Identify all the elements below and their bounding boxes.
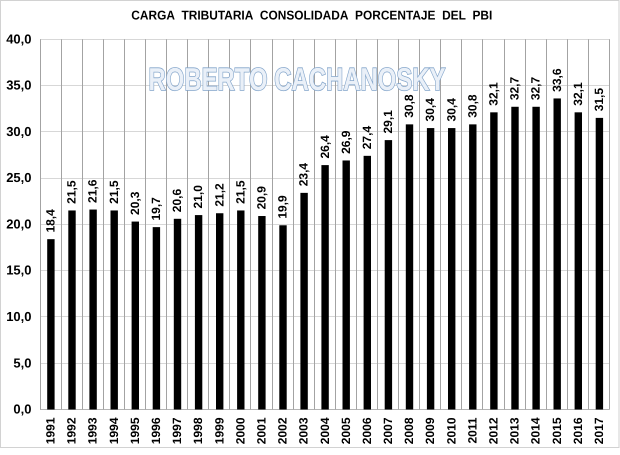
svg-text:2007: 2007 xyxy=(381,417,395,444)
svg-text:1997: 1997 xyxy=(170,417,184,444)
svg-text:1995: 1995 xyxy=(128,417,142,444)
svg-text:21,5: 21,5 xyxy=(107,180,121,204)
svg-text:2003: 2003 xyxy=(297,417,311,444)
svg-text:30,8: 30,8 xyxy=(402,94,416,118)
svg-text:2016: 2016 xyxy=(571,417,585,444)
svg-text:1991: 1991 xyxy=(44,417,58,444)
svg-text:1994: 1994 xyxy=(107,417,121,444)
svg-text:30,8: 30,8 xyxy=(465,94,479,118)
svg-text:26,4: 26,4 xyxy=(318,135,332,159)
svg-text:ROBERTO CACHANOSKY: ROBERTO CACHANOSKY xyxy=(149,62,446,98)
svg-text:5,0: 5,0 xyxy=(13,355,31,370)
svg-text:2001: 2001 xyxy=(254,417,268,444)
svg-text:2010: 2010 xyxy=(444,417,458,444)
svg-text:32,7: 32,7 xyxy=(529,76,543,100)
svg-text:2011: 2011 xyxy=(465,417,479,443)
svg-text:20,3: 20,3 xyxy=(128,191,142,215)
svg-text:2000: 2000 xyxy=(233,417,247,444)
svg-text:1992: 1992 xyxy=(65,417,79,444)
svg-text:21,0: 21,0 xyxy=(191,185,205,209)
svg-text:2012: 2012 xyxy=(486,417,500,444)
svg-text:1999: 1999 xyxy=(212,417,226,444)
svg-text:20,9: 20,9 xyxy=(254,186,268,210)
svg-text:21,6: 21,6 xyxy=(86,179,100,203)
svg-text:20,0: 20,0 xyxy=(6,216,31,231)
svg-text:2017: 2017 xyxy=(592,417,606,444)
svg-text:19,7: 19,7 xyxy=(149,197,163,221)
svg-text:10,0: 10,0 xyxy=(6,309,31,324)
svg-text:31,5: 31,5 xyxy=(592,88,606,112)
svg-text:2006: 2006 xyxy=(360,417,374,444)
svg-text:2013: 2013 xyxy=(508,417,522,444)
svg-text:25,0: 25,0 xyxy=(6,170,31,185)
svg-text:2004: 2004 xyxy=(318,417,332,444)
svg-text:23,4: 23,4 xyxy=(297,163,311,187)
svg-text:2009: 2009 xyxy=(423,417,437,444)
svg-text:26,9: 26,9 xyxy=(339,130,353,154)
svg-text:19,9: 19,9 xyxy=(276,195,290,219)
svg-text:27,4: 27,4 xyxy=(360,126,374,150)
svg-text:30,4: 30,4 xyxy=(444,98,458,122)
svg-text:18,4: 18,4 xyxy=(44,209,58,233)
svg-text:15,0: 15,0 xyxy=(6,263,31,278)
svg-text:40,0: 40,0 xyxy=(6,31,31,46)
svg-text:1998: 1998 xyxy=(191,417,205,444)
svg-text:CARGA TRIBUTARIA CONSOLIDADA: CARGA TRIBUTARIA CONSOLIDADA PORCENTAJE … xyxy=(131,8,492,23)
svg-text:30,0: 30,0 xyxy=(6,124,31,139)
svg-text:35,0: 35,0 xyxy=(6,78,31,93)
svg-text:32,1: 32,1 xyxy=(571,82,585,106)
svg-text:29,1: 29,1 xyxy=(381,110,395,134)
svg-text:2002: 2002 xyxy=(276,417,290,444)
svg-text:21,5: 21,5 xyxy=(233,180,247,204)
svg-text:20,6: 20,6 xyxy=(170,189,184,213)
svg-text:0,0: 0,0 xyxy=(13,402,31,417)
svg-text:1996: 1996 xyxy=(149,417,163,444)
svg-text:2005: 2005 xyxy=(339,417,353,444)
svg-text:21,2: 21,2 xyxy=(212,183,226,207)
svg-text:1993: 1993 xyxy=(86,417,100,444)
svg-text:2008: 2008 xyxy=(402,417,416,444)
svg-text:30,4: 30,4 xyxy=(423,98,437,122)
svg-text:21,5: 21,5 xyxy=(65,180,79,204)
svg-text:2014: 2014 xyxy=(529,417,543,444)
svg-text:2015: 2015 xyxy=(550,417,564,444)
svg-text:32,1: 32,1 xyxy=(486,82,500,106)
svg-text:32,7: 32,7 xyxy=(508,76,522,100)
svg-text:33,6: 33,6 xyxy=(550,68,564,92)
